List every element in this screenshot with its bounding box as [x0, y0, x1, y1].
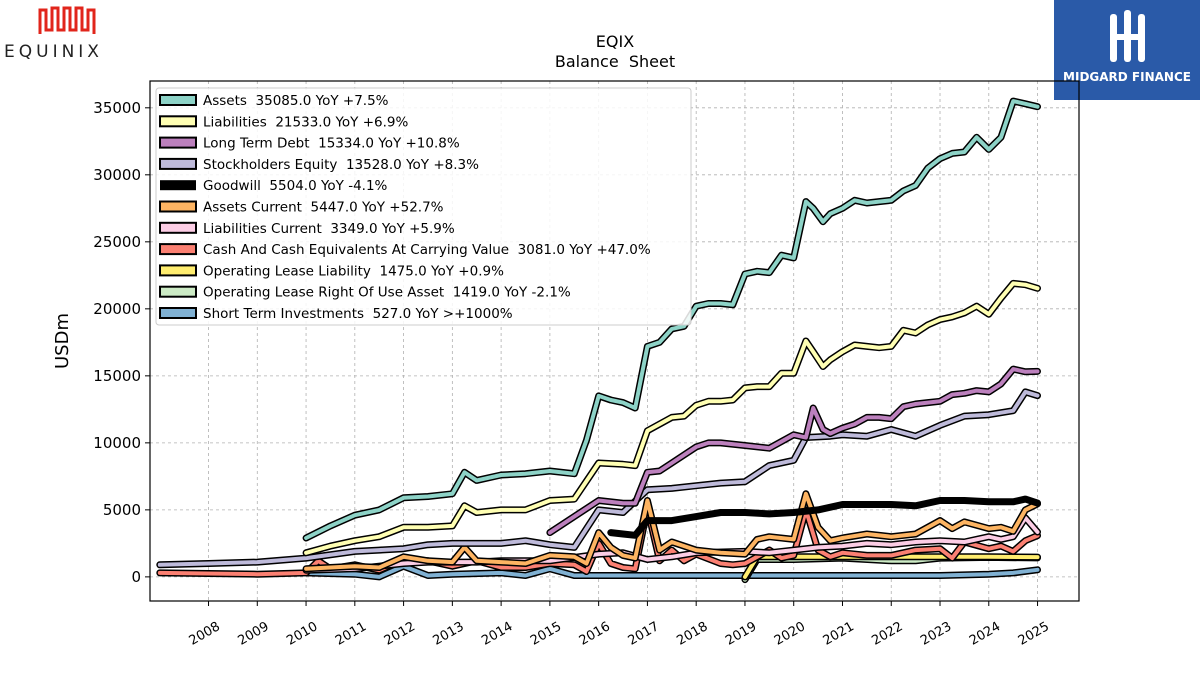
legend-swatch: [159, 264, 197, 277]
legend-swatch: [159, 115, 197, 128]
chart-title: EQIX: [596, 32, 634, 51]
legend-swatch: [159, 307, 197, 319]
x-tick-label: 2008: [187, 619, 223, 649]
x-tick-label: 2012: [382, 619, 418, 649]
legend-label: Long Term Debt 15334.0 YoY +10.8%: [203, 136, 460, 152]
x-tick-label: 2011: [333, 619, 369, 649]
legend-label: Operating Lease Liability 1475.0 YoY +0.…: [203, 263, 504, 279]
legend-label: Stockholders Equity 13528.0 YoY +8.3%: [203, 157, 479, 173]
legend-label: Liabilities 21533.0 YoY +6.9%: [203, 114, 408, 130]
legend-label: Assets Current 5447.0 YoY +52.7%: [203, 200, 444, 216]
legend-box: [155, 87, 692, 326]
x-tick-label: 2023: [918, 619, 954, 649]
equinix-logo: EQUINIX: [0, 0, 130, 70]
chart-subtitle: Balance Sheet: [555, 52, 675, 71]
x-tick-label: 2021: [821, 619, 857, 649]
y-tick-label: 25000: [93, 233, 141, 251]
series-line-stroke: [157, 389, 1040, 567]
x-tick-label: 2025: [1016, 619, 1052, 649]
series-line-stroke: [304, 564, 1040, 579]
legend: Assets 35085.0 YoY +7.5% Liabilities 2153…: [155, 87, 692, 326]
x-tick-label: 2024: [967, 619, 1003, 649]
x-tick-label: 2013: [431, 619, 467, 649]
series-line-stroke: [607, 495, 1041, 539]
legend-swatch: [159, 200, 197, 213]
series-line-stroke: [547, 367, 1040, 535]
x-tick-label: 2019: [723, 619, 759, 649]
legend-label: Goodwill 5504.0 YoY -4.1%: [203, 178, 388, 194]
midgard-finance-logo-text: MIDGARD FINANCE: [1063, 70, 1191, 84]
plot-frame: [149, 80, 1080, 602]
y-tick-label: 0: [131, 568, 141, 586]
x-tick-label: 2009: [235, 619, 271, 649]
y-axis-label: USDm: [52, 313, 73, 369]
x-tick-label: 2015: [528, 619, 564, 649]
legend-swatch: [159, 136, 197, 149]
series-line: [302, 97, 1041, 542]
series-line: [302, 562, 1041, 581]
legend-label: Assets 35085.0 YoY +7.5%: [203, 93, 389, 109]
legend-label: Operating Lease Right Of Use Asset 1419.…: [203, 285, 571, 301]
series-line-stroke: [304, 99, 1040, 540]
series-line-stroke: [304, 515, 1040, 573]
x-tick-label: 2016: [577, 619, 613, 649]
series-line: [546, 365, 1041, 537]
y-tick-label: 15000: [93, 367, 141, 385]
series-line-stroke: [304, 491, 1040, 571]
series-line-stroke: [304, 281, 1040, 555]
y-tick-label: 20000: [93, 300, 141, 318]
x-tick-label: 2010: [284, 619, 320, 649]
series-line: [302, 279, 1041, 557]
legend-swatch: [159, 94, 197, 106]
legend-swatch: [159, 243, 197, 256]
x-tick-label: 2014: [479, 619, 515, 649]
series-line: [302, 514, 1041, 574]
legend-label: Liabilities Current 3349.0 YoY +5.9%: [203, 221, 455, 237]
y-tick-label: 5000: [103, 501, 141, 519]
legend-swatch: [159, 157, 197, 170]
y-tick-label: 30000: [93, 166, 141, 184]
x-tick-label: 2020: [772, 619, 808, 649]
series-lines: [156, 97, 1041, 584]
x-tick-label: 2022: [869, 619, 905, 649]
equinix-logo-text: EQUINIX: [4, 42, 103, 62]
legend-swatch: [159, 285, 197, 298]
y-tick-label: 35000: [93, 99, 141, 117]
midgard-finance-logo: MIDGARD FINANCE: [1054, 0, 1200, 100]
legend-swatch: [159, 221, 197, 234]
legend-swatch: [160, 180, 196, 191]
x-tick-label: 2018: [674, 619, 710, 649]
midgard-finance-logo-mark: [1110, 10, 1145, 62]
series-line: [607, 495, 1041, 539]
series-line: [156, 388, 1041, 569]
x-tick-label: 2017: [626, 619, 662, 649]
y-tick-label: 10000: [93, 434, 141, 452]
equinix-logo-mark: [38, 6, 96, 34]
legend-label: Cash And Cash Equivalents At Carrying Va…: [203, 242, 651, 258]
legend-label: Short Term Investments 527.0 YoY >+1000%: [203, 306, 513, 322]
series-line: [302, 490, 1041, 573]
